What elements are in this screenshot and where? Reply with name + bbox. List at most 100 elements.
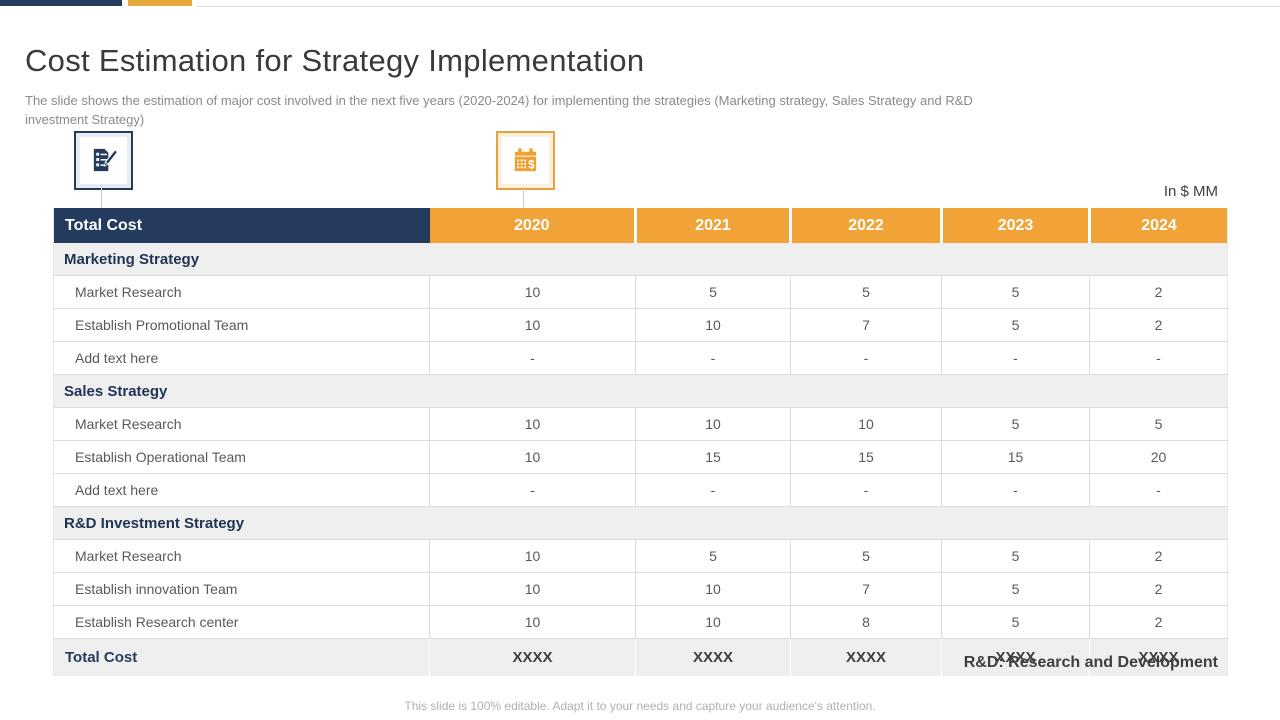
cost-value: -: [941, 341, 1090, 375]
unit-label: In $ MM: [1163, 183, 1218, 200]
table-row: Establish Promotional Team 10 10 7 5 2: [53, 308, 1228, 342]
cost-value: 5: [635, 539, 791, 573]
cost-value: 15: [941, 440, 1090, 474]
cost-value: -: [1089, 473, 1228, 507]
checklist-pen-icon: [80, 137, 127, 184]
table-row: Add text here - - - - -: [53, 473, 1228, 507]
row-label: Establish Research center: [53, 605, 430, 639]
cost-value: 10: [635, 572, 791, 606]
top-hairline: [196, 6, 1280, 7]
cost-value: 15: [635, 440, 791, 474]
cost-value: -: [635, 473, 791, 507]
cost-value: 8: [790, 605, 942, 639]
row-label: Establish Operational Team: [53, 440, 430, 474]
year-header-2024: 2024: [1088, 208, 1228, 243]
total-value: XXXX: [790, 638, 942, 676]
cost-value: 2: [1089, 275, 1228, 309]
cost-table: Total Cost 2020 2021 2022 2023 2024 Marketin…: [53, 208, 1228, 676]
total-value: XXXX: [1089, 638, 1228, 676]
connector-line-right: [523, 187, 524, 208]
cost-value: 7: [790, 308, 942, 342]
cost-value: -: [790, 341, 942, 375]
cost-value: 10: [429, 605, 636, 639]
cost-value: -: [790, 473, 942, 507]
cost-value: -: [1089, 341, 1228, 375]
calendar-dollar-icon: $: [502, 137, 549, 184]
page-title: Cost Estimation for Strategy Implementat…: [25, 42, 645, 78]
cost-value: 5: [941, 308, 1090, 342]
cost-value: -: [429, 341, 636, 375]
cost-value: 2: [1089, 539, 1228, 573]
cost-value: 5: [941, 605, 1090, 639]
cost-value: -: [429, 473, 636, 507]
row-label: Market Research: [53, 539, 430, 573]
table-row: Market Research 10 5 5 5 2: [53, 539, 1228, 573]
cost-value: 10: [635, 308, 791, 342]
cost-value: 5: [941, 572, 1090, 606]
total-row: Total Cost XXXX XXXX XXXX XXXX XXXX: [53, 638, 1228, 676]
year-header-2020: 2020: [429, 208, 636, 243]
cost-value: 10: [635, 605, 791, 639]
total-value: XXXX: [635, 638, 791, 676]
cost-value: 7: [790, 572, 942, 606]
cost-value: 2: [1089, 572, 1228, 606]
connector-line-left: [101, 187, 102, 208]
row-label: Establish innovation Team: [53, 572, 430, 606]
checklist-icon-box: [74, 131, 133, 190]
row-label: Establish Promotional Team: [53, 308, 430, 342]
cost-value: 2: [1089, 308, 1228, 342]
slide-subtitle: The slide shows the estimation of major …: [25, 93, 973, 127]
year-header-2022: 2022: [789, 208, 942, 243]
rd-abbreviation-note: R&D: Research and Development: [963, 654, 1218, 671]
cost-value: 2: [1089, 605, 1228, 639]
cost-value: 10: [429, 308, 636, 342]
total-label: Total Cost: [53, 638, 430, 676]
cost-value: 5: [941, 407, 1090, 441]
cost-value: 5: [790, 275, 942, 309]
section-row: Sales Strategy: [53, 374, 1228, 408]
total-value: XXXX: [941, 638, 1090, 676]
table-row: Market Research 10 5 5 5 2: [53, 275, 1228, 309]
section-title: Marketing Strategy: [53, 243, 1228, 276]
table-body: Marketing Strategy Market Research 10 5 5 5 2 E…: [53, 243, 1228, 676]
row-label: Market Research: [53, 407, 430, 441]
calendar-icon-box: $: [496, 131, 555, 190]
cost-value: 10: [635, 407, 791, 441]
row-label: Add text here: [53, 341, 430, 375]
cost-value: 10: [429, 275, 636, 309]
cost-value: 10: [429, 440, 636, 474]
table-header-row: Total Cost 2020 2021 2022 2023 2024: [53, 208, 1228, 243]
cost-value: 5: [790, 539, 942, 573]
cost-value: 10: [429, 539, 636, 573]
total-value: XXXX: [429, 638, 636, 676]
cost-value: -: [941, 473, 1090, 507]
table-row: Add text here - - - - -: [53, 341, 1228, 375]
top-accent-bar-gold: [128, 0, 192, 6]
year-header-2021: 2021: [634, 208, 791, 243]
row-label: Market Research: [53, 275, 430, 309]
section-row: R&D Investment Strategy: [53, 506, 1228, 540]
section-row: Marketing Strategy: [53, 243, 1228, 276]
cost-value: 5: [1089, 407, 1228, 441]
table-row: Market Research 10 10 10 5 5: [53, 407, 1228, 441]
cost-value: -: [635, 341, 791, 375]
cost-value: 5: [635, 275, 791, 309]
row-label: Add text here: [53, 473, 430, 507]
top-accent-bar-navy: [0, 0, 122, 6]
table-row: Establish innovation Team 10 10 7 5 2: [53, 572, 1228, 606]
header-total-cost: Total Cost: [53, 208, 430, 243]
section-title: Sales Strategy: [53, 374, 1228, 408]
cost-value: 10: [790, 407, 942, 441]
svg-text:$: $: [528, 158, 535, 171]
cost-value: 5: [941, 275, 1090, 309]
cost-value: 20: [1089, 440, 1228, 474]
year-header-2023: 2023: [940, 208, 1090, 243]
table-row: Establish Operational Team 10 15 15 15 20: [53, 440, 1228, 474]
cost-value: 10: [429, 407, 636, 441]
section-title: R&D Investment Strategy: [53, 506, 1228, 540]
cost-value: 15: [790, 440, 942, 474]
cost-value: 10: [429, 572, 636, 606]
table-row: Establish Research center 10 10 8 5 2: [53, 605, 1228, 639]
footer-note: This slide is 100% editable. Adapt it to…: [404, 699, 876, 713]
cost-value: 5: [941, 539, 1090, 573]
